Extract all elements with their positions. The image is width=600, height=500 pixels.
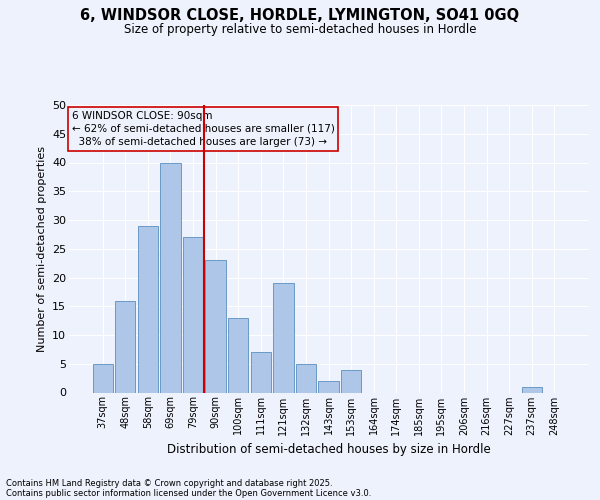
Bar	[521, 387, 542, 392]
Bar	[228, 318, 248, 392]
Text: 6, WINDSOR CLOSE, HORDLE, LYMINGTON, SO41 0GQ: 6, WINDSOR CLOSE, HORDLE, LYMINGTON, SO4…	[80, 8, 520, 22]
Bar	[341, 370, 361, 392]
Bar	[183, 238, 203, 392]
Text: Contains public sector information licensed under the Open Government Licence v3: Contains public sector information licen…	[6, 488, 371, 498]
Bar	[273, 283, 293, 393]
Text: 6 WINDSOR CLOSE: 90sqm
← 62% of semi-detached houses are smaller (117)
  38% of : 6 WINDSOR CLOSE: 90sqm ← 62% of semi-det…	[71, 111, 334, 147]
Bar	[115, 300, 136, 392]
Text: Size of property relative to semi-detached houses in Hordle: Size of property relative to semi-detach…	[124, 22, 476, 36]
X-axis label: Distribution of semi-detached houses by size in Hordle: Distribution of semi-detached houses by …	[167, 443, 490, 456]
Bar	[251, 352, 271, 393]
Bar	[319, 381, 338, 392]
Y-axis label: Number of semi-detached properties: Number of semi-detached properties	[37, 146, 47, 352]
Bar	[160, 162, 181, 392]
Bar	[92, 364, 113, 392]
Bar	[205, 260, 226, 392]
Bar	[138, 226, 158, 392]
Text: Contains HM Land Registry data © Crown copyright and database right 2025.: Contains HM Land Registry data © Crown c…	[6, 478, 332, 488]
Bar	[296, 364, 316, 392]
